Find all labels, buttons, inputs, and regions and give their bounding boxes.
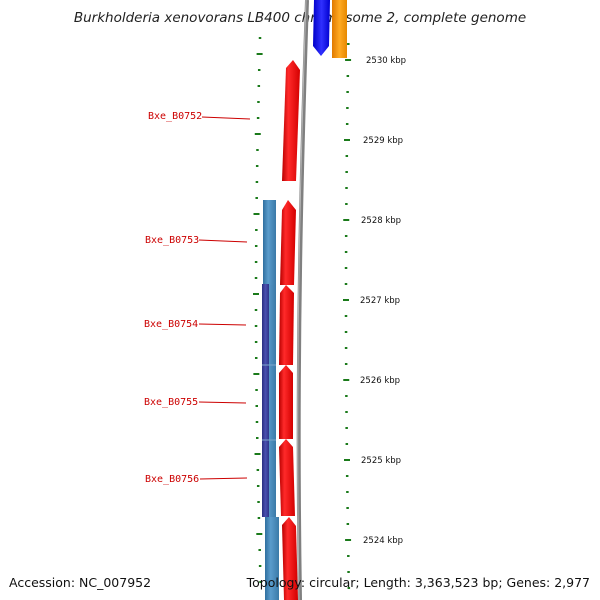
forward-cds-bxe-b0753[interactable] (280, 200, 296, 285)
left-tick-marks (253, 37, 263, 583)
forward-cds-bxe-b0756[interactable] (279, 439, 295, 516)
gene-label-line (199, 477, 248, 480)
kbp-label: 2524 kbp (363, 536, 403, 546)
forward-cds-bxe-b0755[interactable] (279, 365, 293, 439)
gene-label[interactable]: Bxe_B0753 (145, 235, 199, 246)
kbp-label: 2525 kbp (361, 456, 401, 466)
forward-cds-bxe-b0754[interactable] (279, 285, 294, 365)
reverse-cds[interactable] (265, 517, 279, 600)
kbp-label: 2528 kbp (361, 216, 401, 226)
gene-label-line (201, 116, 251, 120)
gene-label[interactable]: Bxe_B0752 (148, 111, 202, 122)
forward-cds-bxe-b0752[interactable] (282, 60, 300, 181)
gene-label[interactable]: Bxe_B0754 (144, 319, 198, 330)
backbone-highlight (297, 0, 307, 600)
gene-label-line (198, 401, 247, 404)
gene-label-line (198, 239, 248, 243)
kbp-label: 2529 kbp (363, 136, 403, 146)
kbp-label: 2530 kbp (366, 56, 406, 66)
genome-info-text: Topology: circular; Length: 3,363,523 bp… (246, 575, 590, 590)
kbp-label: 2526 kbp (360, 376, 400, 386)
accession-text: Accession: NC_007952 (9, 575, 152, 590)
gene-label[interactable]: Bxe_B0756 (145, 474, 199, 485)
blue-feature[interactable] (313, 0, 330, 56)
forward-cds[interactable] (282, 517, 298, 600)
reverse-cds[interactable] (263, 200, 276, 285)
orange-feature[interactable] (332, 0, 347, 58)
gene-label-line (198, 323, 247, 326)
backbone-arc (296, 0, 309, 600)
kbp-label: 2527 kbp (360, 296, 400, 306)
map-title: Burkholderia xenovorans LB400 chromosome… (73, 10, 527, 26)
gene-label[interactable]: Bxe_B0755 (144, 397, 198, 408)
right-tick-marks (343, 43, 352, 589)
dark-feature[interactable] (262, 284, 269, 517)
